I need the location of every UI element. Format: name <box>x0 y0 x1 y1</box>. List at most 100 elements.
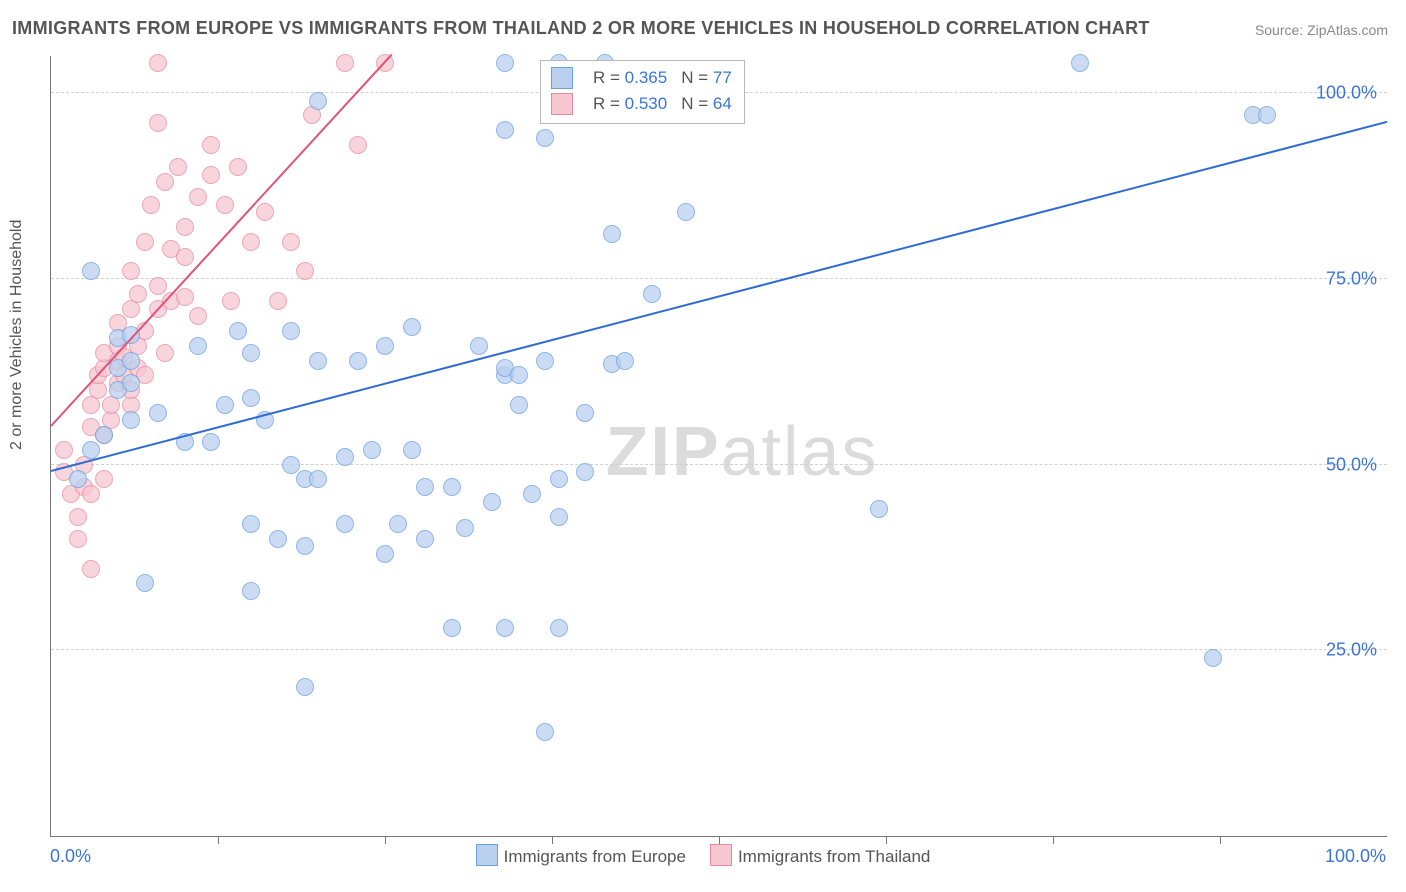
legend-series-name: Immigrants from Europe <box>504 847 686 866</box>
data-point <box>216 196 234 214</box>
y-tick-label: 25.0% <box>1326 640 1377 661</box>
data-point <box>82 485 100 503</box>
data-point <box>189 337 207 355</box>
data-point <box>149 114 167 132</box>
legend-top: R = 0.365 N = 77 R = 0.530 N = 64 <box>540 60 745 124</box>
data-point <box>142 196 160 214</box>
data-point <box>269 530 287 548</box>
data-point <box>363 441 381 459</box>
data-point <box>309 470 327 488</box>
data-point <box>510 396 528 414</box>
data-point <box>376 545 394 563</box>
legend-n-label: N = 64 <box>681 94 732 114</box>
data-point <box>336 515 354 533</box>
data-point <box>336 54 354 72</box>
watermark-light: atlas <box>721 412 879 490</box>
x-tick <box>886 836 887 844</box>
trend-line <box>51 121 1387 472</box>
plot-area: ZIPatlas 25.0%50.0%75.0%100.0% <box>50 56 1387 837</box>
gridline-h <box>51 278 1387 279</box>
legend-bottom-item: Immigrants from Europe <box>476 844 686 867</box>
legend-r-label: R = 0.530 <box>593 94 667 114</box>
data-point <box>443 478 461 496</box>
legend-n-label: N = 77 <box>681 68 732 88</box>
data-point <box>576 404 594 422</box>
legend-bottom-item: Immigrants from Thailand <box>710 844 930 867</box>
legend-swatch <box>710 844 732 866</box>
data-point <box>202 136 220 154</box>
data-point <box>550 508 568 526</box>
x-tick <box>218 836 219 844</box>
data-point <box>229 158 247 176</box>
data-point <box>55 441 73 459</box>
data-point <box>176 218 194 236</box>
data-point <box>1071 54 1089 72</box>
data-point <box>242 344 260 362</box>
data-point <box>216 396 234 414</box>
y-tick-label: 100.0% <box>1316 83 1377 104</box>
data-point <box>122 374 140 392</box>
data-point <box>176 288 194 306</box>
data-point <box>69 508 87 526</box>
data-point <box>229 322 247 340</box>
data-point <box>122 352 140 370</box>
data-point <box>677 203 695 221</box>
data-point <box>296 537 314 555</box>
x-tick <box>719 836 720 844</box>
data-point <box>282 322 300 340</box>
y-tick-label: 75.0% <box>1326 268 1377 289</box>
data-point <box>510 366 528 384</box>
data-point <box>136 233 154 251</box>
data-point <box>376 337 394 355</box>
gridline-h <box>51 649 1387 650</box>
data-point <box>309 92 327 110</box>
x-tick <box>1220 836 1221 844</box>
data-point <box>156 344 174 362</box>
legend-series-name: Immigrants from Thailand <box>738 847 930 866</box>
y-tick-label: 50.0% <box>1326 454 1377 475</box>
data-point <box>416 530 434 548</box>
data-point <box>576 463 594 481</box>
data-point <box>122 411 140 429</box>
data-point <box>443 619 461 637</box>
data-point <box>309 352 327 370</box>
data-point <box>202 433 220 451</box>
data-point <box>129 285 147 303</box>
x-tick <box>385 836 386 844</box>
trend-line <box>50 54 392 427</box>
data-point <box>189 307 207 325</box>
data-point <box>456 519 474 537</box>
data-point <box>1258 106 1276 124</box>
data-point <box>269 292 287 310</box>
legend-bottom: Immigrants from Europe Immigrants from Th… <box>0 844 1406 867</box>
data-point <box>483 493 501 511</box>
gridline-h <box>51 464 1387 465</box>
data-point <box>202 166 220 184</box>
data-point <box>349 136 367 154</box>
data-point <box>282 233 300 251</box>
data-point <box>536 352 554 370</box>
data-point <box>536 129 554 147</box>
data-point <box>95 426 113 444</box>
data-point <box>242 515 260 533</box>
data-point <box>222 292 240 310</box>
data-point <box>603 225 621 243</box>
data-point <box>349 352 367 370</box>
data-point <box>616 352 634 370</box>
source-attribution: Source: ZipAtlas.com <box>1255 22 1388 38</box>
data-point <box>69 470 87 488</box>
data-point <box>242 233 260 251</box>
data-point <box>149 404 167 422</box>
data-point <box>550 470 568 488</box>
chart-title: IMMIGRANTS FROM EUROPE VS IMMIGRANTS FRO… <box>12 18 1150 39</box>
data-point <box>189 188 207 206</box>
data-point <box>403 318 421 336</box>
legend-swatch <box>551 93 573 115</box>
legend-top-row: R = 0.530 N = 64 <box>551 91 732 117</box>
data-point <box>122 262 140 280</box>
x-tick <box>552 836 553 844</box>
data-point <box>95 470 113 488</box>
data-point <box>536 723 554 741</box>
legend-r-label: R = 0.365 <box>593 68 667 88</box>
data-point <box>1204 649 1222 667</box>
